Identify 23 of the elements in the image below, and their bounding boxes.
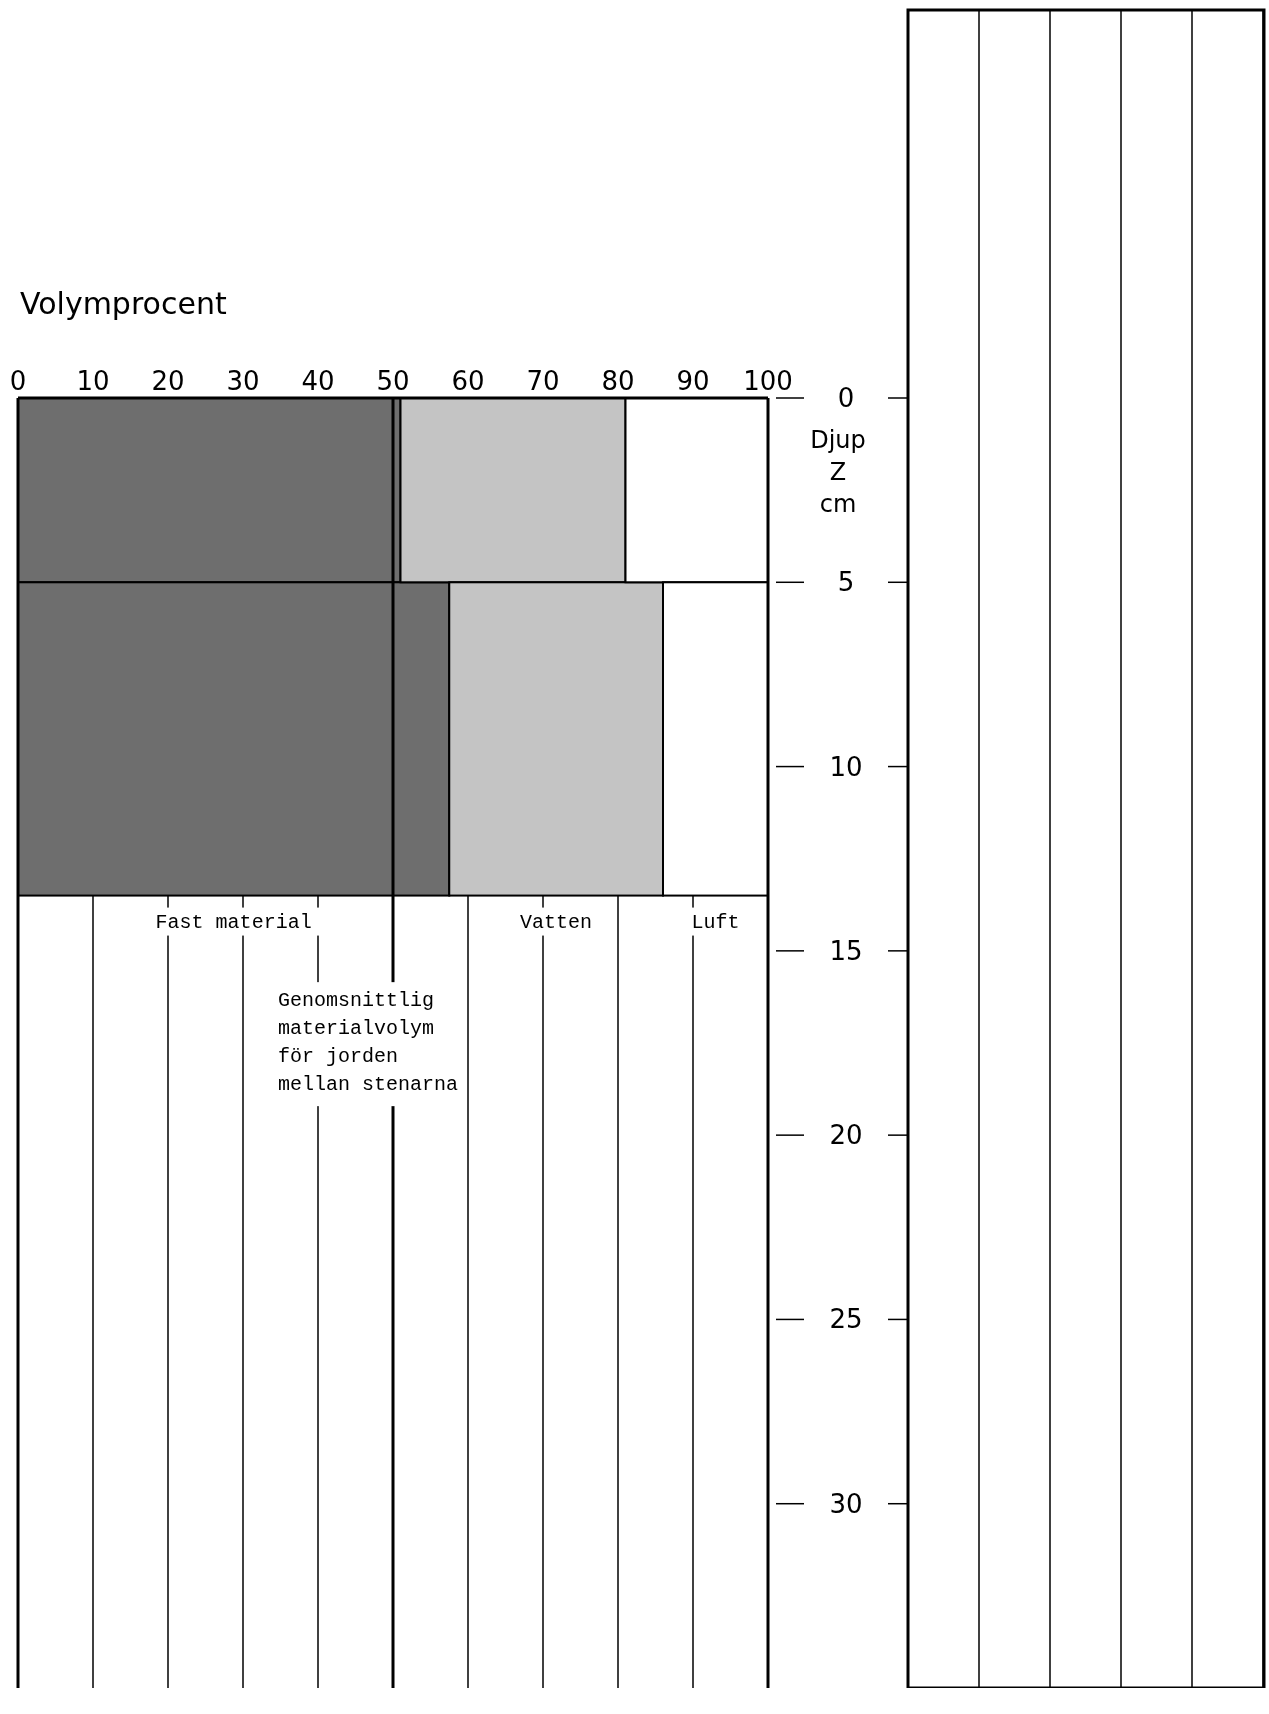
x-axis-title: Volymprocent [20, 286, 227, 321]
y-tick-label: 25 [829, 1304, 863, 1335]
x-tick-label: 90 [676, 366, 710, 396]
x-tick-label: 0 [9, 366, 27, 396]
y-tick-label: 15 [829, 935, 863, 966]
series-label: Vatten [520, 910, 593, 934]
series-label: Luft [691, 910, 740, 934]
series-label: Fast material [155, 910, 312, 934]
x-tick-label: 80 [601, 366, 635, 396]
y-tick-label: 5 [837, 567, 855, 598]
x-tick-label: 100 [743, 366, 793, 396]
y-axis-title: Djup Z cm [810, 426, 866, 518]
y-tick-label: 20 [829, 1120, 863, 1151]
y-tick-label: 10 [829, 751, 863, 782]
y-tick-label: 30 [829, 1488, 863, 1519]
ref-line-label: Genomsnittlig materialvolym för jorden mellan stenarna [278, 989, 459, 1097]
x-tick-label: 70 [526, 366, 560, 396]
x-tick-label: 40 [301, 366, 335, 396]
x-tick-label: 20 [151, 366, 185, 396]
x-tick-label: 50 [376, 366, 410, 396]
x-tick-label: 30 [226, 366, 260, 396]
x-tick-label: 60 [451, 366, 485, 396]
x-tick-label: 10 [76, 366, 110, 396]
